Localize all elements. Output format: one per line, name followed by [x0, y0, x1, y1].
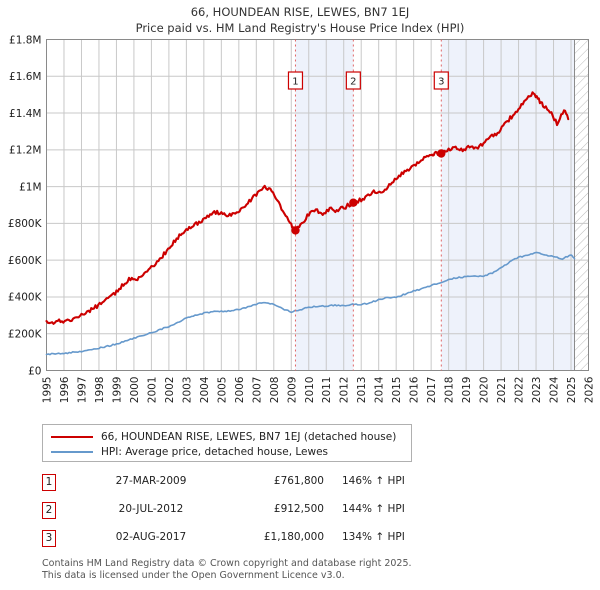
y-axis-tick-label: £400K: [8, 292, 43, 304]
x-axis-tick-label: 2026: [584, 376, 596, 403]
x-axis-tick-label: 2010: [304, 377, 316, 404]
transactions-table: 1 27-MAR-2009 £761,800 146% ↑ HPI 2 20-J…: [42, 472, 462, 556]
table-row[interactable]: 3 02-AUG-2017 £1,180,000 134% ↑ HPI: [42, 528, 462, 556]
hpi-line: [45, 251, 576, 356]
transaction-hpi-3: 134% ↑ HPI: [342, 531, 405, 543]
transaction-point[interactable]: [291, 226, 300, 235]
x-axis-tick-label: 1997: [76, 377, 88, 404]
x-axis-tick-label: 2025: [566, 377, 578, 404]
x-axis-tick-label: 2017: [426, 377, 438, 404]
legend-swatch-blue: [51, 450, 93, 453]
y-axis-tick-label: £1M: [19, 181, 41, 193]
transaction-marker-number: 1: [292, 77, 298, 88]
x-axis-tick-label: 2016: [409, 376, 421, 403]
transaction-marker-box[interactable]: [345, 71, 361, 90]
x-axis-tick-label: 2021: [496, 377, 508, 404]
transaction-hpi-2: 144% ↑ HPI: [342, 503, 405, 515]
transaction-price-1: £761,800: [273, 475, 324, 487]
x-axis-tick-label: 2008: [269, 377, 281, 404]
page-title: 66, HOUNDEAN RISE, LEWES, BN7 1EJ Price …: [0, 4, 600, 36]
x-axis-tick-label: 1996: [59, 376, 71, 403]
transaction-point[interactable]: [349, 198, 358, 207]
x-axis-tick-label: 2018: [444, 377, 456, 404]
y-axis-tick-label: £600K: [8, 255, 43, 267]
y-axis-tick-label: £1.6M: [9, 71, 41, 83]
x-axis-tick-label: 2003: [181, 377, 193, 404]
x-axis-tick-label: 2000: [129, 377, 141, 404]
y-axis-tick-label: £800K: [8, 218, 43, 230]
chart-legend: 66, HOUNDEAN RISE, LEWES, BN7 1EJ (detac…: [42, 424, 412, 462]
x-axis-tick-label: 2007: [251, 377, 263, 404]
y-axis-tick-label: £1.8M: [9, 34, 41, 46]
transaction-marker-number: 3: [438, 77, 444, 88]
y-axis-tick-label: £0: [28, 365, 41, 377]
table-row[interactable]: 1 27-MAR-2009 £761,800 146% ↑ HPI: [42, 472, 462, 500]
transaction-marker-number: 2: [350, 77, 356, 88]
table-row[interactable]: 2 20-JUL-2012 £912,500 144% ↑ HPI: [42, 500, 462, 528]
transaction-point[interactable]: [437, 149, 446, 158]
y-axis-tick-label: £1.2M: [9, 145, 41, 157]
transaction-hpi-1: 146% ↑ HPI: [342, 475, 405, 487]
x-axis-tick-label: 2009: [286, 377, 298, 404]
legend-label-property: 66, HOUNDEAN RISE, LEWES, BN7 1EJ (detac…: [101, 430, 397, 443]
x-axis-tick-label: 2013: [356, 377, 368, 404]
x-axis-tick-label: 2022: [514, 377, 526, 404]
y-axis-tick-label: £200K: [8, 329, 43, 341]
transaction-date-3: 02-AUG-2017: [115, 531, 187, 543]
property-price-line: [45, 91, 570, 325]
legend-swatch-red: [51, 435, 93, 438]
transaction-badge-2: 2: [42, 502, 56, 519]
transaction-marker-box[interactable]: [287, 71, 304, 90]
footer-line-1: Contains HM Land Registry data © Crown c…: [42, 558, 412, 569]
transaction-badge-1: 1: [42, 474, 56, 491]
x-axis-tick-label: 2020: [479, 377, 491, 404]
x-axis-tick-label: 2024: [549, 376, 561, 403]
x-axis-tick-label: 2006: [234, 376, 246, 403]
footer-attribution: Contains HM Land Registry data © Crown c…: [42, 558, 572, 581]
legend-label-hpi: HPI: Average price, detached house, Lewe…: [101, 445, 329, 458]
chart-title: 66, HOUNDEAN RISE, LEWES, BN7 1EJ: [190, 5, 410, 19]
x-axis-tick-label: 2002: [164, 377, 176, 404]
x-axis-tick-label: 1995: [42, 377, 54, 404]
x-axis-tick-label: 2019: [461, 377, 473, 404]
x-axis-tick-label: 2001: [146, 377, 158, 404]
price-history-chart: £0 £200K £400K £600K £800K £1M £1.2M £1.4M £1.6M…: [8, 34, 596, 404]
x-axis-tick-label: 1999: [111, 377, 123, 404]
x-axis-tick-label: 1998: [94, 377, 106, 404]
x-axis-tick-label: 2011: [321, 377, 333, 404]
transaction-marker-box[interactable]: [433, 71, 449, 90]
transaction-date-2: 20-JUL-2012: [118, 503, 184, 515]
transaction-price-3: £1,180,000: [263, 531, 324, 543]
legend-item-property: 66, HOUNDEAN RISE, LEWES, BN7 1EJ (detac…: [51, 429, 411, 444]
transaction-badge-3: 3: [42, 530, 56, 547]
footer-line-2: This data is licensed under the Open Gov…: [42, 569, 345, 581]
x-axis-tick-label: 2004: [199, 376, 211, 403]
y-axis-tick-label: £1.4M: [9, 108, 41, 120]
x-axis-tick-label: 2015: [391, 377, 403, 404]
chart-subtitle: Price paid vs. HM Land Registry's House …: [135, 21, 465, 35]
transaction-date-1: 27-MAR-2009: [115, 475, 187, 487]
transaction-price-2: £912,500: [273, 503, 324, 515]
legend-item-hpi: HPI: Average price, detached house, Lewe…: [51, 444, 411, 459]
x-axis-tick-label: 2014: [374, 376, 386, 403]
x-axis-tick-label: 2005: [216, 377, 228, 404]
x-axis-tick-label: 2023: [531, 377, 543, 404]
x-axis-tick-label: 2012: [339, 377, 351, 404]
